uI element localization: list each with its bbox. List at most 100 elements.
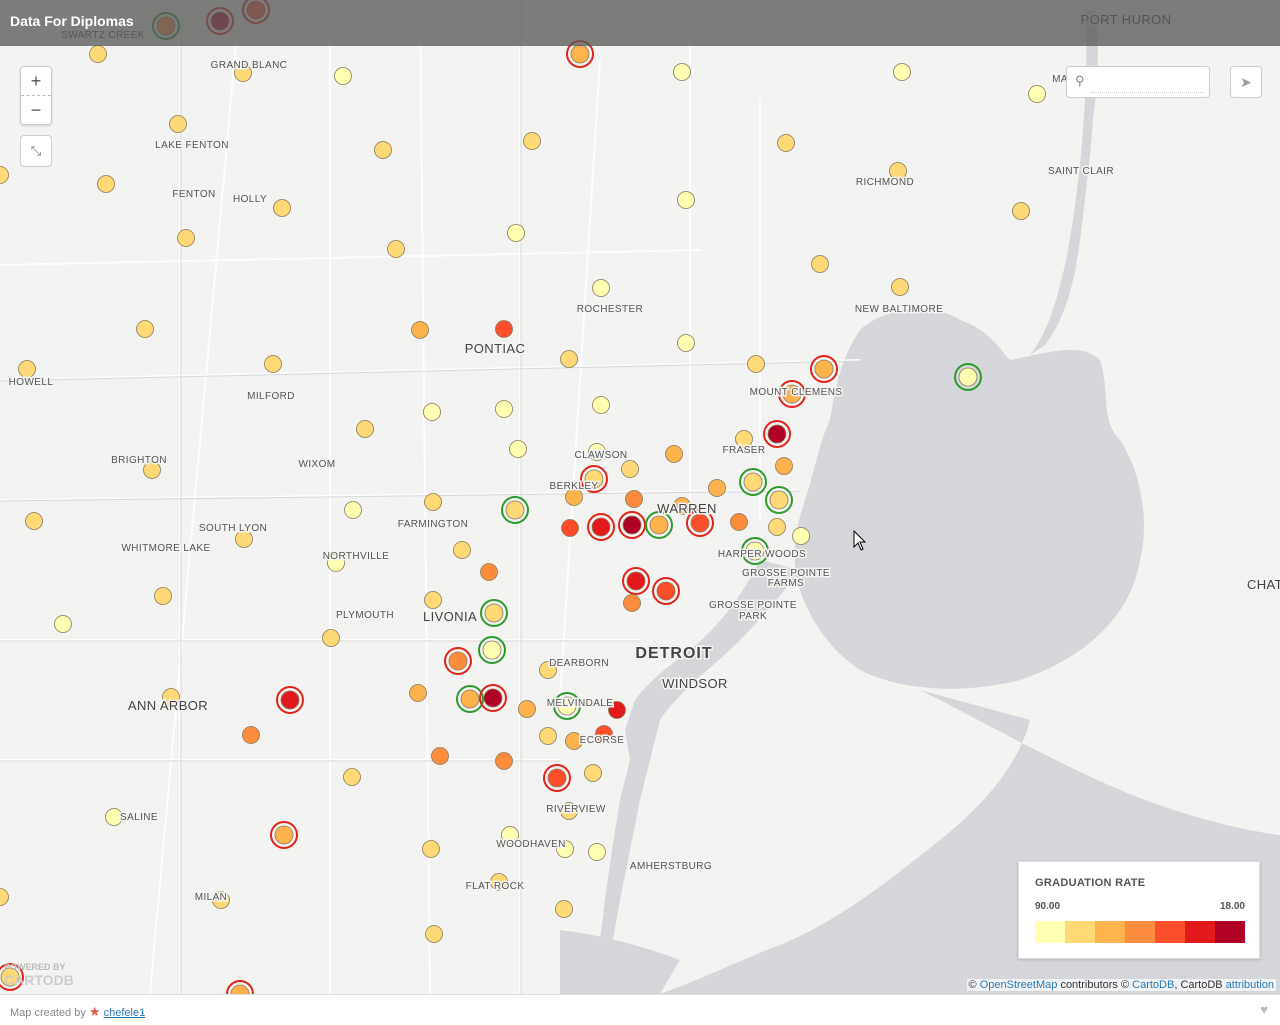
- zoom-in-button[interactable]: +: [30, 71, 42, 91]
- school-point[interactable]: [730, 513, 748, 531]
- school-point[interactable]: [356, 420, 374, 438]
- school-point[interactable]: [169, 115, 187, 133]
- cartodb-link[interactable]: CartoDB: [1132, 979, 1175, 991]
- school-point[interactable]: [778, 380, 806, 408]
- school-point[interactable]: [501, 496, 529, 524]
- school-point[interactable]: [891, 278, 909, 296]
- heart-icon[interactable]: ♥: [1260, 1002, 1268, 1017]
- school-point[interactable]: [334, 67, 352, 85]
- school-point[interactable]: [553, 692, 581, 720]
- school-point[interactable]: [543, 764, 571, 792]
- school-point[interactable]: [54, 615, 72, 633]
- school-point[interactable]: [456, 685, 484, 713]
- cartodb-logo[interactable]: POWERED BY CARTODB: [4, 962, 74, 988]
- school-point[interactable]: [775, 457, 793, 475]
- zoom-out-button[interactable]: −: [21, 95, 51, 124]
- school-point[interactable]: [0, 166, 9, 184]
- school-point[interactable]: [555, 900, 573, 918]
- school-point[interactable]: [677, 334, 695, 352]
- school-point[interactable]: [560, 350, 578, 368]
- school-point[interactable]: [561, 519, 579, 537]
- school-point[interactable]: [495, 752, 513, 770]
- school-point[interactable]: [623, 594, 641, 612]
- school-point[interactable]: [565, 488, 583, 506]
- school-point[interactable]: [588, 843, 606, 861]
- school-point[interactable]: [768, 518, 786, 536]
- school-point[interactable]: [509, 440, 527, 458]
- map-canvas[interactable]: SWARTZ CREEKGRAND BLANCPORT HURONLAKE FE…: [0, 0, 1280, 994]
- school-point[interactable]: [343, 768, 361, 786]
- school-point[interactable]: [954, 363, 982, 391]
- search-input[interactable]: [1091, 72, 1203, 93]
- school-point[interactable]: [18, 360, 36, 378]
- school-point[interactable]: [387, 240, 405, 258]
- school-point[interactable]: [518, 700, 536, 718]
- school-point[interactable]: [595, 725, 613, 743]
- osm-link[interactable]: OpenStreetMap: [979, 979, 1058, 991]
- school-point[interactable]: [560, 802, 578, 820]
- school-point[interactable]: [25, 512, 43, 530]
- school-point[interactable]: [747, 355, 765, 373]
- school-point[interactable]: [556, 840, 574, 858]
- school-point[interactable]: [327, 554, 345, 572]
- school-point[interactable]: [618, 511, 646, 539]
- school-point[interactable]: [621, 460, 639, 478]
- school-point[interactable]: [453, 541, 471, 559]
- school-point[interactable]: [811, 255, 829, 273]
- school-point[interactable]: [490, 873, 508, 891]
- school-point[interactable]: [478, 636, 506, 664]
- school-point[interactable]: [495, 320, 513, 338]
- school-point[interactable]: [424, 591, 442, 609]
- school-point[interactable]: [97, 175, 115, 193]
- school-point[interactable]: [0, 888, 9, 906]
- school-point[interactable]: [765, 486, 793, 514]
- school-point[interactable]: [677, 191, 695, 209]
- school-point[interactable]: [893, 63, 911, 81]
- school-point[interactable]: [523, 132, 541, 150]
- school-point[interactable]: [344, 501, 362, 519]
- school-point[interactable]: [625, 490, 643, 508]
- school-point[interactable]: [777, 134, 795, 152]
- school-point[interactable]: [212, 891, 230, 909]
- school-point[interactable]: [480, 563, 498, 581]
- school-point[interactable]: [622, 567, 650, 595]
- school-point[interactable]: [409, 684, 427, 702]
- school-point[interactable]: [673, 497, 691, 515]
- school-point[interactable]: [143, 461, 161, 479]
- school-point[interactable]: [708, 479, 726, 497]
- school-point[interactable]: [264, 355, 282, 373]
- school-point[interactable]: [539, 727, 557, 745]
- school-point[interactable]: [495, 400, 513, 418]
- school-point[interactable]: [422, 840, 440, 858]
- school-point[interactable]: [444, 647, 472, 675]
- school-point[interactable]: [270, 821, 298, 849]
- school-point[interactable]: [424, 493, 442, 511]
- school-point[interactable]: [501, 826, 519, 844]
- school-point[interactable]: [686, 509, 714, 537]
- school-point[interactable]: [739, 468, 767, 496]
- school-point[interactable]: [741, 537, 769, 565]
- school-point[interactable]: [588, 443, 606, 461]
- author-link[interactable]: chefele1: [103, 1007, 146, 1019]
- school-point[interactable]: [792, 527, 810, 545]
- school-point[interactable]: [1028, 85, 1046, 103]
- school-point[interactable]: [810, 355, 838, 383]
- school-point[interactable]: [763, 420, 791, 448]
- school-point[interactable]: [431, 747, 449, 765]
- school-point[interactable]: [425, 925, 443, 943]
- school-point[interactable]: [105, 808, 123, 826]
- school-point[interactable]: [584, 764, 602, 782]
- school-point[interactable]: [645, 511, 673, 539]
- school-point[interactable]: [411, 321, 429, 339]
- school-point[interactable]: [587, 513, 615, 541]
- school-point[interactable]: [235, 530, 253, 548]
- school-point[interactable]: [234, 64, 252, 82]
- school-point[interactable]: [652, 577, 680, 605]
- school-point[interactable]: [0, 963, 24, 991]
- school-point[interactable]: [276, 686, 304, 714]
- school-point[interactable]: [735, 430, 753, 448]
- school-point[interactable]: [889, 162, 907, 180]
- school-point[interactable]: [136, 320, 154, 338]
- school-point[interactable]: [565, 732, 583, 750]
- school-point[interactable]: [580, 465, 608, 493]
